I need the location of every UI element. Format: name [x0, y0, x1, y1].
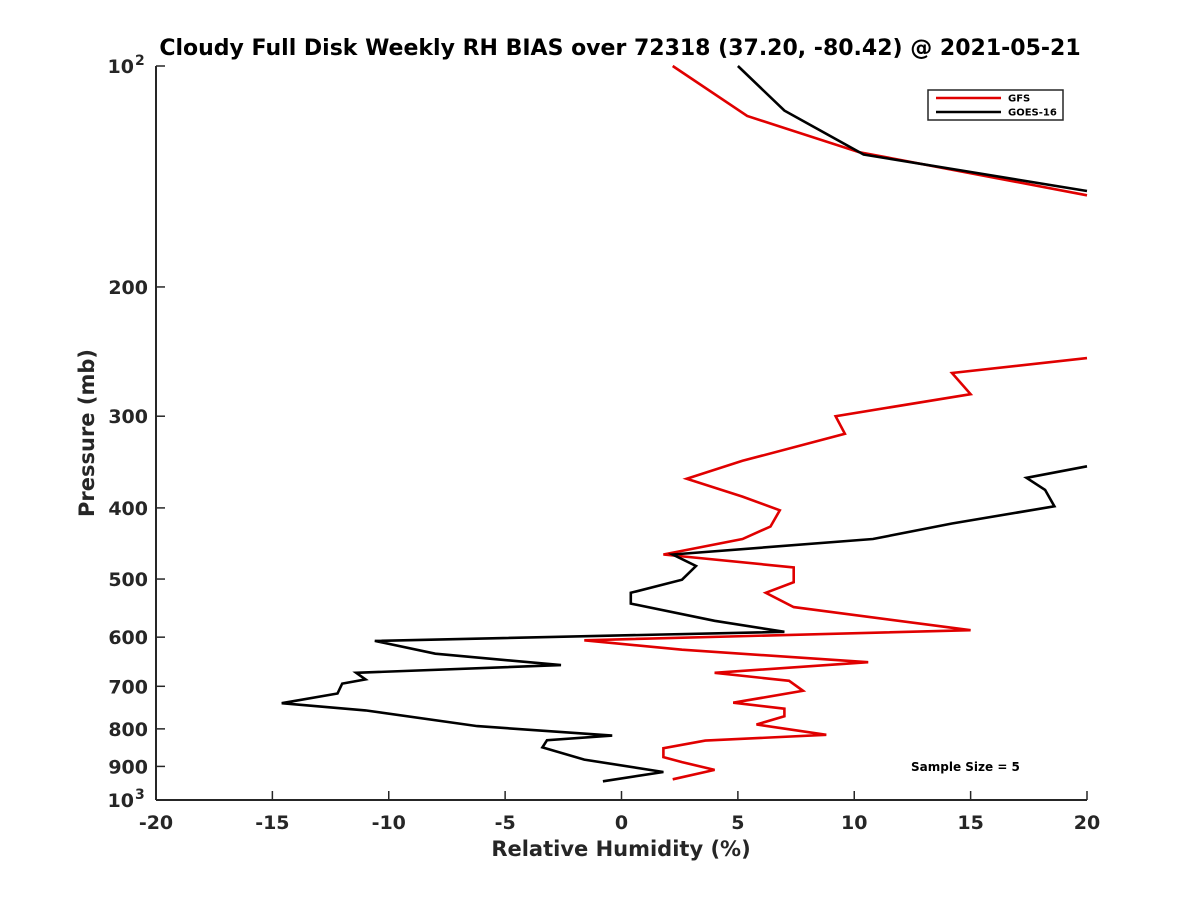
legend-label-gfs: GFS [1008, 94, 1030, 105]
axes [155, 66, 1087, 801]
y-axis-label: Pressure (mb) [75, 349, 99, 517]
x-tick-label: 10 [841, 812, 867, 834]
x-tick-label: 0 [615, 812, 628, 834]
y-tick-label: 600 [108, 627, 148, 649]
x-tick-label: 5 [731, 812, 744, 834]
legend-box [927, 89, 1064, 121]
series-group [281, 64, 1088, 783]
y-tick-label: 10 [108, 56, 134, 78]
y-tick-label: 800 [108, 719, 148, 741]
x-ticks: -20 -15 -10 -5 0 5 10 15 20 [139, 791, 1100, 834]
series-line-goes-16-2 [281, 465, 1088, 783]
x-tick-label: -5 [495, 812, 516, 834]
x-tick-label: -15 [255, 812, 289, 834]
y-tick-label: 200 [108, 277, 148, 299]
y-tick-label: 500 [108, 569, 148, 591]
y-tick-label: 700 [108, 676, 148, 698]
series-line-gfs-2 [584, 356, 1088, 781]
series-line-gfs-1 [671, 64, 1088, 197]
x-tick-label: 15 [957, 812, 983, 834]
x-tick-label: -20 [139, 812, 173, 834]
sample-size-annotation: Sample Size = 5 [911, 760, 1020, 774]
x-axis-label: Relative Humidity (%) [491, 837, 750, 861]
y-tick-label: 300 [108, 406, 148, 428]
y-tick-exponent: 2 [135, 53, 145, 69]
y-tick-label: 10 [108, 790, 134, 812]
legend: GFS GOES-16 [927, 89, 1064, 121]
x-tick-label: 20 [1074, 812, 1100, 834]
x-tick-label: -10 [372, 812, 406, 834]
y-tick-label: 400 [108, 498, 148, 520]
chart-title: Cloudy Full Disk Weekly RH BIAS over 723… [159, 36, 1080, 61]
y-tick-exponent: 3 [135, 787, 145, 803]
y-tick-label: 900 [108, 756, 148, 778]
legend-label-goes-16: GOES-16 [1008, 108, 1057, 119]
series-line-goes-16-1 [737, 65, 1088, 193]
